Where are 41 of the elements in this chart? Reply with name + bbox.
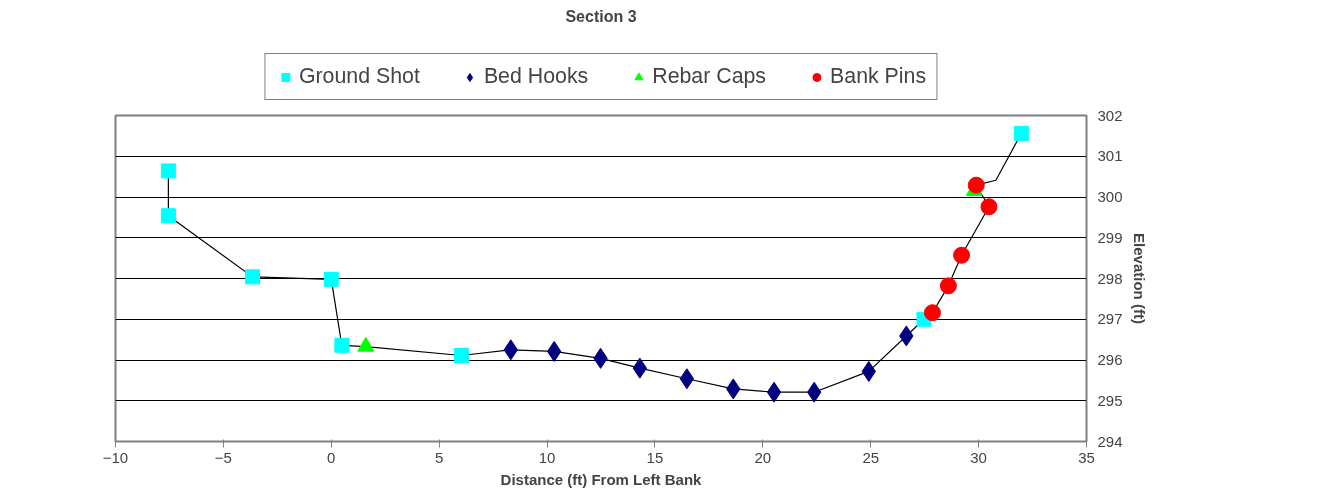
y-tick-label: 298 xyxy=(1097,269,1123,287)
point xyxy=(923,304,941,322)
point xyxy=(967,176,985,194)
point xyxy=(334,337,350,353)
point xyxy=(453,348,469,364)
x-tick-label: 10 xyxy=(538,448,556,466)
x-tick-label: 0 xyxy=(327,448,336,466)
point xyxy=(160,163,176,179)
y-tick-label: 302 xyxy=(1097,106,1123,124)
point xyxy=(980,198,998,216)
legend-label: Bed Hooks xyxy=(483,64,589,89)
x-tick-label: −10 xyxy=(102,448,129,466)
x-tick-label: 30 xyxy=(970,448,987,466)
chart-title: Section 3 xyxy=(565,7,637,25)
y-axis-title: Elevation (ft) xyxy=(1130,233,1148,324)
point xyxy=(953,246,971,264)
point xyxy=(245,269,261,285)
x-tick-label: 15 xyxy=(646,448,664,466)
legend-label: Bank Pins xyxy=(830,64,927,89)
y-tick-label: 299 xyxy=(1097,228,1123,246)
point xyxy=(766,381,782,403)
point xyxy=(632,357,648,379)
x-axis-title: Distance (ft) From Left Bank xyxy=(500,470,703,488)
y-tick-label: 301 xyxy=(1097,147,1123,165)
y-tick-label: 297 xyxy=(1097,310,1123,328)
x-tick-label: 20 xyxy=(754,448,772,466)
legend-label: Rebar Caps xyxy=(652,64,767,89)
point xyxy=(160,208,176,224)
y-tick-label: 295 xyxy=(1097,391,1123,409)
point xyxy=(679,368,695,390)
x-tick-label: 35 xyxy=(1078,448,1095,466)
x-tick-label: 5 xyxy=(435,448,444,466)
x-tick-label: −5 xyxy=(214,448,232,466)
y-tick-label: 296 xyxy=(1097,351,1123,368)
point xyxy=(1013,125,1029,141)
point xyxy=(939,277,957,295)
x-tick-label: 25 xyxy=(862,448,880,466)
y-tick-label: 300 xyxy=(1097,188,1123,205)
point xyxy=(323,271,339,287)
legend-label: Ground Shot xyxy=(298,64,420,89)
y-tick-label: 294 xyxy=(1097,432,1123,450)
